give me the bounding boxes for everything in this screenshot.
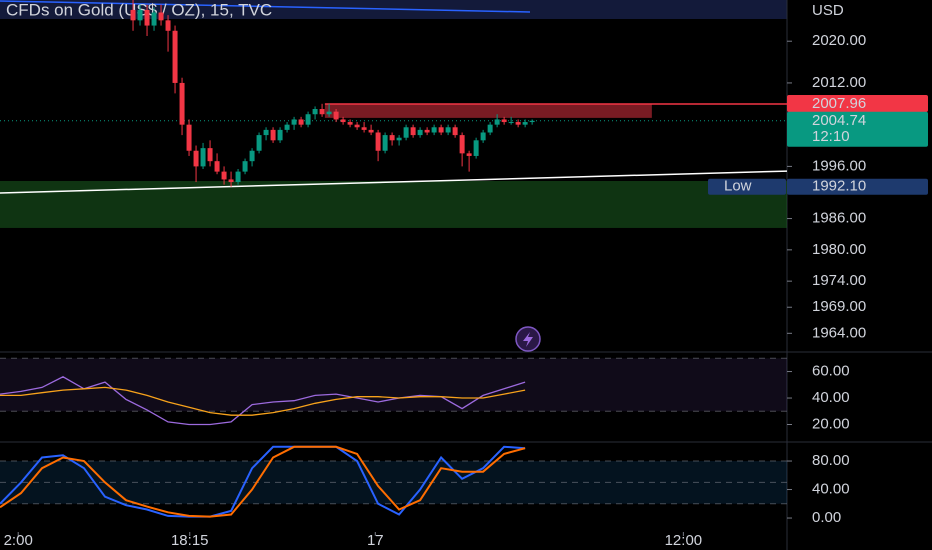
y-tick-label: 1964.00 (812, 324, 866, 341)
candle-body (319, 109, 325, 115)
candle-body (326, 111, 332, 115)
y-tick-label: 1986.00 (812, 210, 866, 227)
y-tick-label: 40.00 (812, 480, 850, 497)
candle-body (158, 12, 164, 21)
y-tick-label: 1969.00 (812, 298, 866, 315)
candle-body (291, 119, 297, 125)
x-tick-label: 12:00 (665, 532, 703, 549)
last-price-box (787, 111, 928, 147)
candle-body (249, 150, 255, 162)
trendline (0, 170, 788, 194)
candle-body (200, 148, 206, 167)
candle-body (396, 137, 402, 141)
title-line (0, 0, 531, 13)
countdown: 12:10 (812, 128, 850, 145)
indicator-line (0, 386, 526, 416)
low-tag: Low (724, 178, 752, 195)
y-tick-label: 80.00 (812, 452, 850, 469)
candle-body (361, 127, 367, 130)
candle-body (235, 171, 241, 183)
x-tick-label: 17 (367, 532, 384, 549)
candle-body (494, 119, 500, 125)
candle-body (403, 127, 409, 138)
candle-body (207, 148, 213, 162)
candle-body (193, 150, 199, 167)
candle-body (130, 9, 136, 21)
candle-body (508, 122, 514, 124)
candle-body (270, 129, 276, 141)
candle-body (452, 127, 458, 136)
low-value-box (787, 178, 928, 195)
lightning-icon[interactable] (515, 326, 541, 352)
candle-body (186, 124, 192, 151)
candle-body (424, 129, 430, 133)
candle-body (515, 122, 521, 125)
y-tick-label: 1980.00 (812, 241, 866, 258)
candle-body (522, 122, 528, 125)
candle-body (529, 120, 535, 123)
candle-body (151, 12, 157, 26)
y-tick-label: 40.00 (812, 389, 850, 406)
candle-body (438, 127, 444, 133)
y-tick-label: 2020.00 (812, 32, 866, 49)
x-tick-label: 2:00 (4, 532, 33, 549)
candle-body (277, 129, 283, 141)
support-zone (0, 180, 787, 228)
y-tick-label: 20.00 (812, 415, 850, 432)
candle-body (480, 132, 486, 141)
candle-body (340, 119, 346, 123)
indicator-line (0, 445, 526, 518)
y-tick-label: 0.00 (812, 509, 841, 526)
candle-body (242, 161, 248, 172)
candle-body (333, 111, 339, 120)
resistance-zone (324, 103, 652, 118)
currency: USD (812, 2, 844, 19)
candle-body (172, 30, 178, 83)
candle-body (214, 161, 220, 172)
candle-body (298, 119, 304, 125)
candle-body (375, 132, 381, 151)
candle-body (382, 135, 388, 151)
y-tick-label: 60.00 (812, 363, 850, 380)
candle-body (263, 129, 269, 136)
candle-body (417, 129, 423, 136)
candle-body (256, 135, 262, 151)
low-value: 1992.10 (812, 178, 866, 195)
candle-body (431, 127, 437, 133)
price-label-box (787, 95, 928, 113)
band-fill (0, 358, 787, 412)
band-fill (0, 461, 787, 504)
candle-body (354, 124, 360, 128)
candle-body (228, 179, 234, 183)
candle-body (221, 171, 227, 180)
candle-body (137, 9, 143, 21)
candle-body (501, 119, 507, 123)
candle-body (312, 109, 318, 115)
candle-body (165, 20, 171, 31)
candle-body (347, 122, 353, 125)
x-tick-label: 18:15 (171, 532, 209, 549)
candle-body (459, 135, 465, 154)
candle-body (305, 114, 311, 125)
y-tick-label: 2012.00 (812, 74, 866, 91)
indicator-line (0, 445, 526, 518)
candle-body (389, 135, 395, 141)
candle-body (487, 124, 493, 133)
candle-body (284, 124, 290, 130)
y-tick-label: 1996.00 (812, 157, 866, 174)
low-tag-box (708, 178, 786, 195)
candle-body (445, 127, 451, 133)
icon-bolt[interactable] (523, 332, 533, 347)
last-price-label: 2004.74 (812, 112, 866, 129)
candle-body (473, 140, 479, 156)
candle-body (466, 153, 472, 156)
candle-body (368, 129, 374, 133)
y-tick-label: 1974.00 (812, 272, 866, 289)
candle-body (179, 82, 185, 125)
candle-body (410, 127, 416, 136)
candle-body (144, 9, 150, 26)
price-label: 2007.96 (812, 95, 866, 112)
